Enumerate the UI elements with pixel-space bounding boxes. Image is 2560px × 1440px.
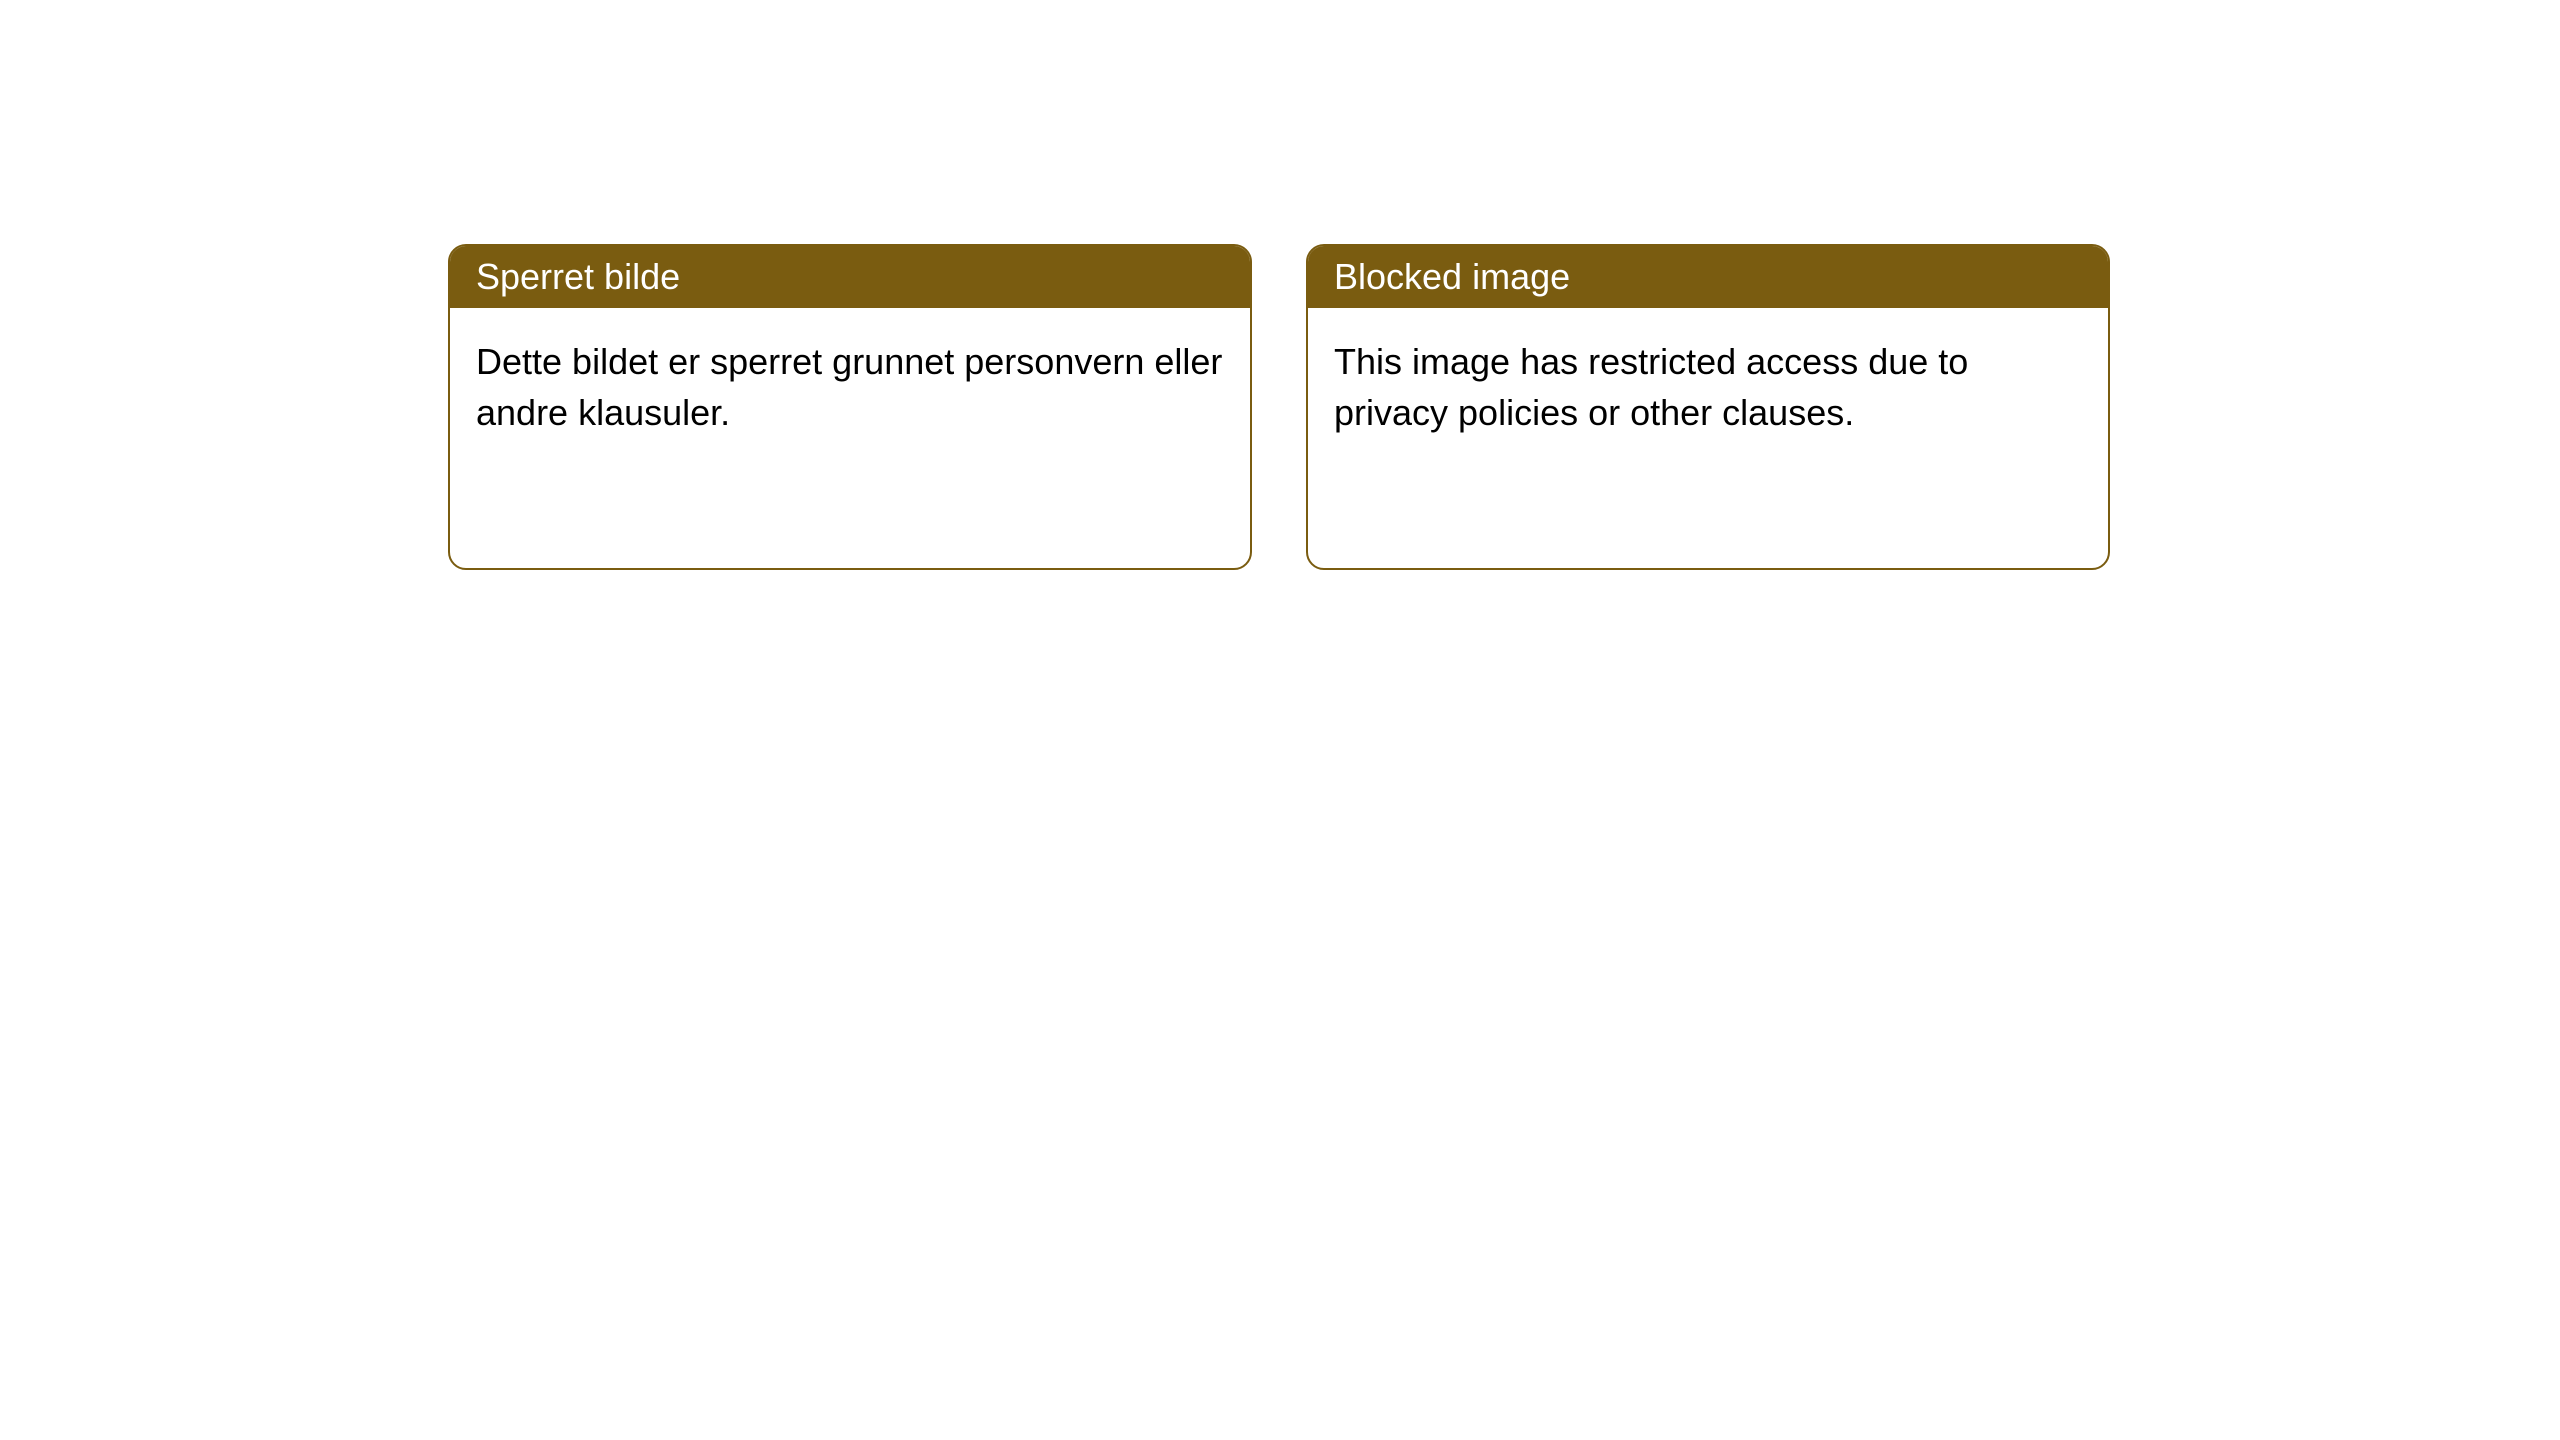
card-body-text: This image has restricted access due to … xyxy=(1334,341,1968,433)
card-header: Blocked image xyxy=(1308,246,2108,308)
card-english: Blocked image This image has restricted … xyxy=(1306,244,2110,570)
card-title: Sperret bilde xyxy=(476,256,680,297)
card-body-text: Dette bildet er sperret grunnet personve… xyxy=(476,341,1222,433)
card-body: Dette bildet er sperret grunnet personve… xyxy=(450,308,1250,568)
cards-container: Sperret bilde Dette bildet er sperret gr… xyxy=(448,244,2110,570)
card-title: Blocked image xyxy=(1334,256,1570,297)
card-header: Sperret bilde xyxy=(450,246,1250,308)
card-norwegian: Sperret bilde Dette bildet er sperret gr… xyxy=(448,244,1252,570)
card-body: This image has restricted access due to … xyxy=(1308,308,2108,568)
